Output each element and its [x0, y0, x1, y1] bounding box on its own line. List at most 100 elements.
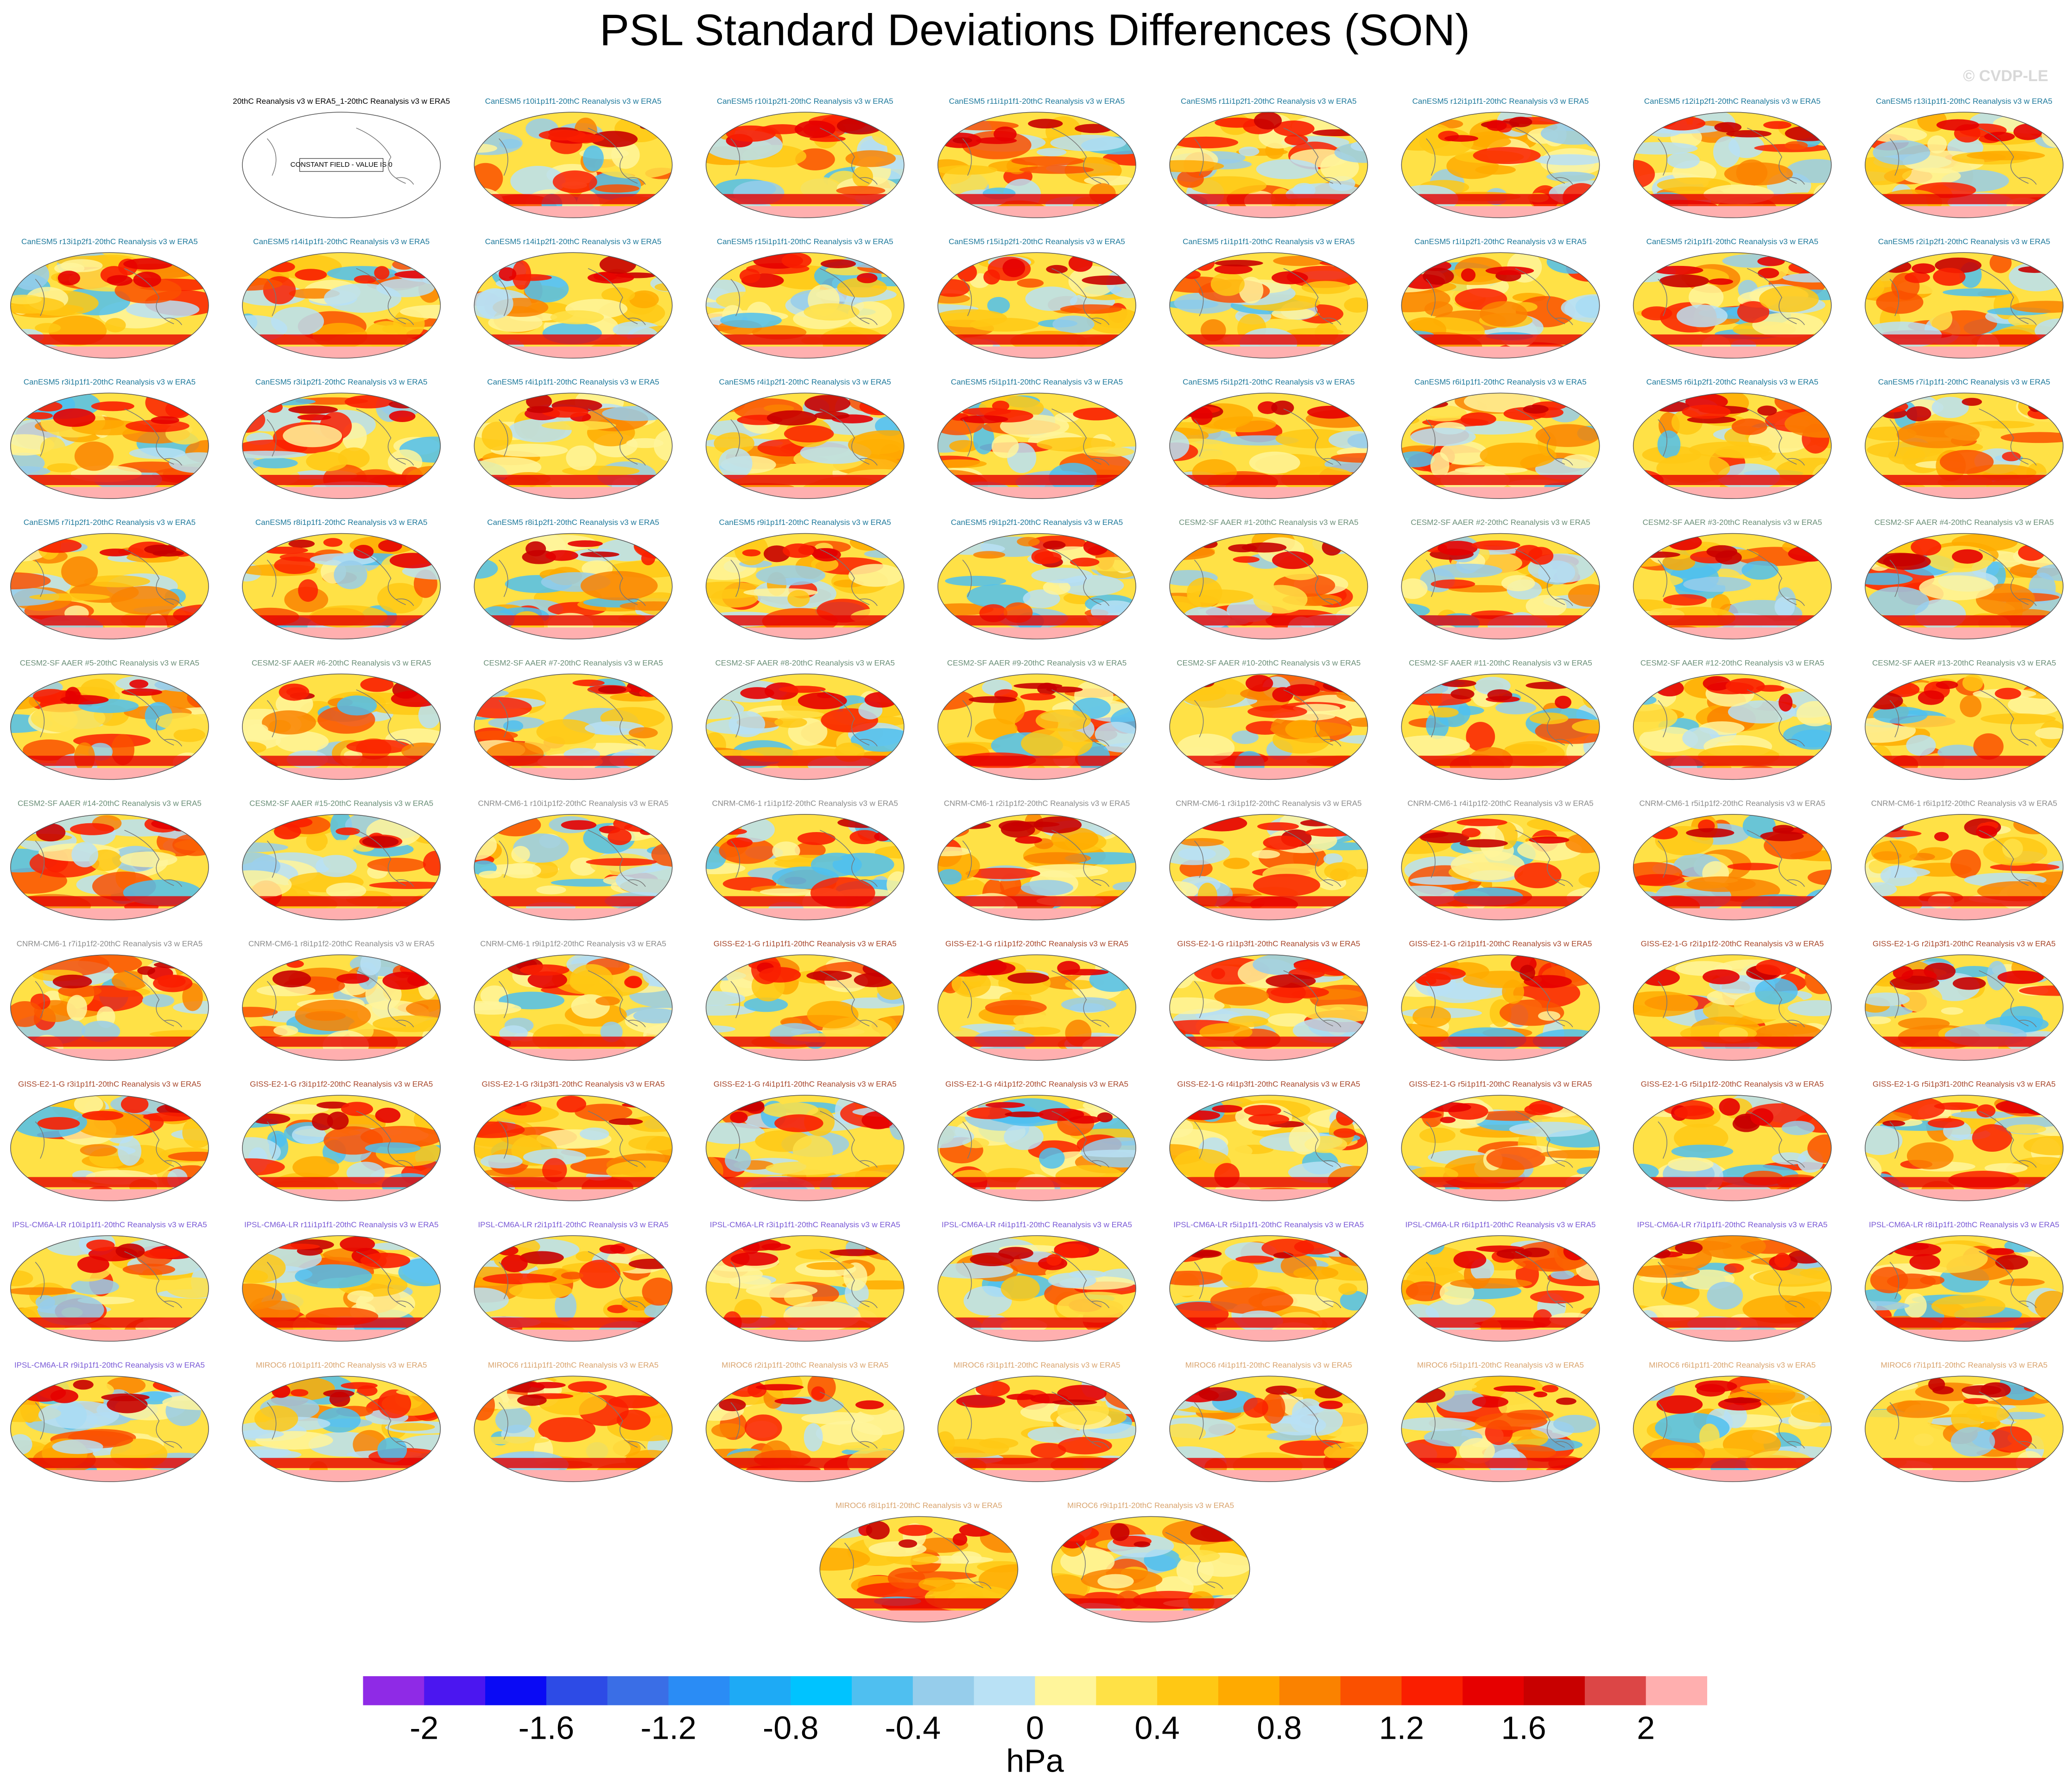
map-texture — [1233, 556, 1260, 563]
map-texture — [1270, 986, 1329, 998]
map-texture — [1238, 146, 1260, 157]
map-texture — [10, 453, 45, 474]
map-texture — [642, 1277, 672, 1306]
panel: MIROC6 r3i1p1f1-20thC Reanalysis v3 w ER… — [937, 1361, 1136, 1482]
map-texture — [1893, 965, 1913, 980]
map-texture — [1115, 1317, 1136, 1332]
map-texture — [503, 1101, 542, 1116]
panel: CESM2-SF AAER #3-20thC Reanalysis v3 w E… — [1633, 518, 1832, 640]
map-texture — [1035, 709, 1091, 732]
panel-title: GISS-E2-1-G r5i1p1f2-20thC Reanalysis v3… — [1641, 1080, 1824, 1089]
map-texture — [937, 894, 962, 906]
map-texture — [575, 1104, 633, 1121]
map-texture — [1322, 539, 1342, 556]
map-texture — [1401, 487, 1600, 499]
map-texture — [1873, 707, 1928, 724]
map-texture — [1170, 406, 1192, 421]
map-texture — [271, 307, 324, 336]
map-outline — [705, 1095, 905, 1201]
map-texture — [937, 896, 1136, 907]
panel-title: GISS-E2-1-G r4i1p1f2-20thC Reanalysis v3… — [945, 1080, 1128, 1089]
map-texture — [2023, 1136, 2064, 1155]
coastline — [266, 549, 414, 606]
map-texture — [53, 408, 95, 427]
map-texture — [1248, 1113, 1290, 1125]
map-texture — [10, 1048, 209, 1060]
map-outline — [1169, 392, 1368, 499]
map-field — [1170, 255, 1368, 359]
map-texture — [1999, 1412, 2045, 1420]
map-texture — [242, 487, 441, 499]
map-texture — [782, 543, 814, 558]
map-texture — [1247, 705, 1307, 718]
coastline — [1658, 1111, 1805, 1168]
map-texture — [1401, 735, 1470, 756]
map-texture — [1865, 615, 2064, 626]
coastline — [962, 1391, 1110, 1449]
map-texture — [10, 1270, 33, 1287]
panel-title: MIROC6 r6i1p1f1-20thC Reanalysis v3 w ER… — [1649, 1361, 1816, 1369]
map-texture — [849, 830, 880, 845]
map-texture — [527, 971, 567, 989]
map-texture — [52, 974, 92, 989]
map-texture — [1347, 718, 1368, 727]
coastline — [730, 689, 878, 747]
map-texture — [784, 425, 834, 443]
map-texture — [118, 1136, 142, 1166]
map-texture — [1419, 1127, 1456, 1143]
map-texture — [242, 1177, 441, 1187]
map-texture — [71, 842, 99, 868]
map-outline — [1401, 814, 1600, 921]
map-texture — [624, 684, 672, 694]
map-texture — [40, 437, 66, 461]
colorbar-swatch — [1646, 1676, 1708, 1705]
panel-title: CanESM5 r5i1p2f1-20thC Reanalysis v3 w E… — [1183, 378, 1355, 386]
map-texture — [608, 1118, 643, 1125]
coastline — [35, 1251, 183, 1308]
coastline — [1076, 1532, 1223, 1589]
map-texture — [580, 1127, 609, 1141]
map-texture — [1927, 1118, 1965, 1128]
map-texture — [886, 119, 904, 130]
map-texture — [1981, 713, 2056, 725]
map-texture — [1057, 1437, 1112, 1455]
map-texture — [1304, 1004, 1368, 1022]
panel: GISS-E2-1-G r3i1p1f2-20thC Reanalysis v3… — [242, 1080, 441, 1201]
coastline — [35, 830, 183, 887]
panel: CanESM5 r10i1p1f1-20thC Reanalysis v3 w … — [474, 97, 673, 218]
map-texture — [1170, 1117, 1193, 1138]
map-texture — [1519, 965, 1535, 981]
map-texture — [242, 1253, 286, 1283]
map-outline — [1401, 1376, 1600, 1482]
panel-title: CanESM5 r7i1p2f1-20thC Reanalysis v3 w E… — [24, 518, 196, 527]
colorbar-swatch — [1462, 1676, 1524, 1705]
map-texture — [794, 120, 836, 138]
map-outline — [10, 814, 209, 921]
coastline — [266, 689, 414, 747]
map-texture — [389, 410, 416, 422]
map-texture — [644, 1303, 671, 1318]
map-outline — [242, 112, 441, 218]
constant-field-box — [299, 158, 384, 172]
map-texture — [739, 268, 760, 284]
map-texture — [1564, 294, 1600, 323]
panel: CESM2-SF AAER #12-20thC Reanalysis v3 w … — [1633, 658, 1832, 780]
map-texture — [1633, 475, 1831, 486]
map-texture — [628, 1258, 672, 1269]
map-texture — [114, 278, 182, 304]
map-texture — [503, 720, 524, 732]
map-texture — [1285, 719, 1320, 739]
coastline — [730, 970, 878, 1028]
map-texture — [1420, 832, 1469, 844]
map-texture — [2041, 120, 2064, 148]
map-texture — [848, 301, 892, 329]
map-texture — [1401, 896, 1600, 907]
map-texture — [1633, 334, 1831, 345]
panel: GISS-E2-1-G r5i1p1f2-20thC Reanalysis v3… — [1633, 1080, 1832, 1201]
map-texture — [937, 279, 970, 297]
map-texture — [274, 556, 316, 574]
map-outline — [1401, 954, 1600, 1061]
map-texture — [1431, 563, 1502, 578]
map-texture — [1005, 1111, 1044, 1117]
map-texture — [2006, 1124, 2046, 1134]
